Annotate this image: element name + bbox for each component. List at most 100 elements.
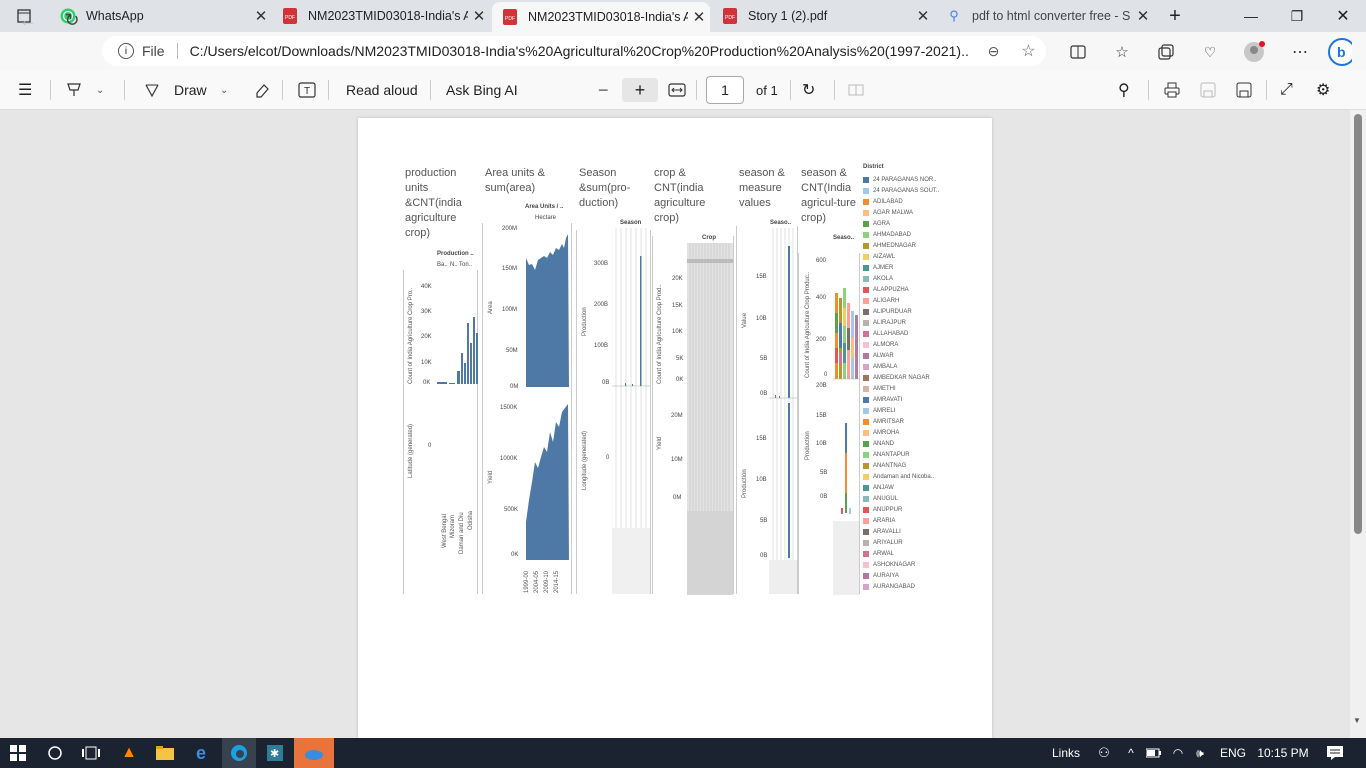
legend-item[interactable]: ANANTAPUR bbox=[863, 449, 983, 460]
legend-item[interactable]: AMRAVATI bbox=[863, 394, 983, 405]
highlight-icon[interactable] bbox=[66, 78, 82, 102]
tab-whatsapp[interactable]: WhatsApp ✕ bbox=[50, 0, 272, 32]
volume-icon[interactable]: 🕪 bbox=[1196, 745, 1204, 760]
favorite-star-icon[interactable]: ☆ bbox=[1021, 43, 1036, 60]
legend-item[interactable]: AMETHI bbox=[863, 383, 983, 394]
language-indicator[interactable]: ENG bbox=[1219, 746, 1246, 760]
file-explorer-icon[interactable] bbox=[148, 738, 182, 768]
favorites-icon[interactable]: ☆ bbox=[1115, 44, 1129, 61]
chevron-down-icon[interactable]: ⌄ bbox=[96, 84, 105, 96]
more-options-icon[interactable]: ⋯ bbox=[1292, 44, 1308, 61]
legend-item[interactable]: 24 PARAGANAS SOUT.. bbox=[863, 185, 983, 196]
save-as-icon[interactable] bbox=[1236, 78, 1252, 102]
info-icon[interactable]: i bbox=[118, 43, 134, 59]
legend-item[interactable]: ADILABAD bbox=[863, 196, 983, 207]
legend-item[interactable]: ANANTNAG bbox=[863, 460, 983, 471]
bing-icon[interactable]: b bbox=[1328, 38, 1352, 66]
tab-actions-icon[interactable] bbox=[0, 0, 48, 32]
legend-item[interactable]: ASHOKNAGAR bbox=[863, 559, 983, 570]
zoom-icon[interactable]: ⊖ bbox=[987, 42, 1000, 59]
url-text[interactable]: C:/Users/elcot/Downloads/NM2023TMID03018… bbox=[189, 43, 970, 59]
legend-item[interactable]: AURAIYA bbox=[863, 570, 983, 581]
people-icon[interactable]: ⚇ bbox=[1098, 745, 1110, 760]
legend-item[interactable]: AMRITSAR bbox=[863, 416, 983, 427]
battery-icon[interactable] bbox=[1144, 738, 1164, 768]
restore-icon[interactable]: ❐ bbox=[1290, 7, 1304, 24]
draw-icon[interactable] bbox=[144, 78, 160, 102]
legend-item[interactable]: 24 PARAGANAS NOR.. bbox=[863, 174, 983, 185]
tab-pdf-active[interactable]: PDF NM2023TMID03018-India's A ✕ bbox=[492, 2, 710, 32]
tab-story-pdf[interactable]: PDF Story 1 (2).pdf ✕ bbox=[712, 0, 934, 32]
clock[interactable]: 10:15 PM bbox=[1257, 746, 1309, 760]
chevron-up-icon[interactable]: ^ bbox=[1128, 746, 1134, 760]
tab-pdf-1[interactable]: PDF NM2023TMID03018-India's A ✕ bbox=[272, 0, 490, 32]
legend-item[interactable]: ARWAL bbox=[863, 548, 983, 559]
close-icon[interactable]: ✕ bbox=[254, 8, 268, 25]
legend-item[interactable]: AMROHA bbox=[863, 427, 983, 438]
edge-legacy-icon[interactable]: e bbox=[195, 742, 206, 763]
scroll-down-icon[interactable]: ▼ bbox=[1353, 716, 1361, 725]
legend-item[interactable]: ARARIA bbox=[863, 515, 983, 526]
zoom-out-icon[interactable]: − bbox=[598, 79, 609, 100]
ask-bing-button[interactable]: Ask Bing AI bbox=[446, 82, 518, 98]
links-toolbar[interactable]: Links bbox=[1051, 746, 1080, 760]
legend-item[interactable]: AGAR MALWA bbox=[863, 207, 983, 218]
new-tab-button[interactable]: + bbox=[1169, 4, 1181, 27]
rotate-icon[interactable]: ↻ bbox=[802, 82, 816, 99]
split-screen-icon[interactable] bbox=[1066, 40, 1090, 64]
legend-item[interactable]: ARAVALLI bbox=[863, 526, 983, 537]
legend-item[interactable]: ANAND bbox=[863, 438, 983, 449]
legend-item[interactable]: AMRELI bbox=[863, 405, 983, 416]
legend-item[interactable]: ALIGARH bbox=[863, 295, 983, 306]
close-icon[interactable]: ✕ bbox=[916, 8, 930, 25]
legend-item[interactable]: AIZAWL bbox=[863, 251, 983, 262]
legend-item[interactable]: Andaman and Nicoba.. bbox=[863, 471, 983, 482]
zoom-in-icon[interactable]: + bbox=[622, 78, 658, 102]
legend-item[interactable]: ANUGUL bbox=[863, 493, 983, 504]
collections-icon[interactable] bbox=[1154, 40, 1178, 64]
legend-item[interactable]: AJMER bbox=[863, 262, 983, 273]
address-bar[interactable]: i File C:/Users/elcot/Downloads/NM2023TM… bbox=[102, 36, 1046, 66]
read-aloud-button[interactable]: Read aloud bbox=[346, 82, 418, 98]
window-close-icon[interactable]: ✕ bbox=[1336, 8, 1350, 25]
legend-item[interactable]: AURANGABAD bbox=[863, 581, 983, 592]
minimize-icon[interactable]: — bbox=[1244, 8, 1258, 24]
browser-essentials-icon[interactable]: ♡ bbox=[1203, 43, 1217, 60]
page-number-input[interactable]: 1 bbox=[706, 76, 744, 104]
legend-item[interactable]: ALLAHABAD bbox=[863, 328, 983, 339]
legend-item[interactable]: ANJAW bbox=[863, 482, 983, 493]
vertical-scrollbar[interactable]: ▼ bbox=[1350, 110, 1366, 738]
weather-icon[interactable] bbox=[294, 738, 334, 768]
close-icon[interactable]: ✕ bbox=[692, 9, 706, 26]
legend-item[interactable]: AGRA bbox=[863, 218, 983, 229]
close-icon[interactable]: ✕ bbox=[472, 8, 486, 25]
search-icon[interactable] bbox=[38, 738, 72, 768]
app-grid-icon[interactable]: ✱ bbox=[258, 738, 292, 768]
settings-gear-icon[interactable]: ⚙ bbox=[1316, 82, 1331, 99]
find-icon[interactable]: ⚲ bbox=[1118, 82, 1130, 99]
back-icon[interactable]: ← bbox=[19, 9, 37, 30]
profile-avatar[interactable] bbox=[1242, 40, 1266, 64]
task-view-icon[interactable] bbox=[74, 738, 108, 768]
legend-item[interactable]: ALIRAJPUR bbox=[863, 317, 983, 328]
notifications-icon[interactable] bbox=[1320, 738, 1350, 768]
legend-item[interactable]: AMBEDKAR NAGAR bbox=[863, 372, 983, 383]
close-icon[interactable]: ✕ bbox=[1136, 8, 1150, 25]
tab-search[interactable]: ⚲ pdf to html converter free - S ✕ bbox=[936, 0, 1154, 32]
edge-icon[interactable] bbox=[222, 738, 256, 768]
save-icon[interactable] bbox=[1200, 78, 1216, 102]
fit-width-icon[interactable] bbox=[668, 78, 686, 102]
legend-item[interactable]: ANUPPUR bbox=[863, 504, 983, 515]
legend-item[interactable]: AHMADABAD bbox=[863, 229, 983, 240]
legend-item[interactable]: ARIYALUR bbox=[863, 537, 983, 548]
chevron-down-icon[interactable]: ⌄ bbox=[220, 84, 229, 96]
page-view-icon[interactable] bbox=[848, 78, 864, 102]
legend-item[interactable]: AMBALA bbox=[863, 361, 983, 372]
legend-item[interactable]: AKOLA bbox=[863, 273, 983, 284]
contents-icon[interactable]: ☰ bbox=[18, 82, 33, 99]
scrollbar-thumb[interactable] bbox=[1354, 114, 1362, 534]
start-icon[interactable] bbox=[0, 738, 36, 768]
fullscreen-icon[interactable]: ⤢ bbox=[1280, 81, 1293, 98]
wifi-icon[interactable]: ◠ bbox=[1172, 746, 1184, 760]
text-box-icon[interactable]: T bbox=[298, 78, 316, 102]
